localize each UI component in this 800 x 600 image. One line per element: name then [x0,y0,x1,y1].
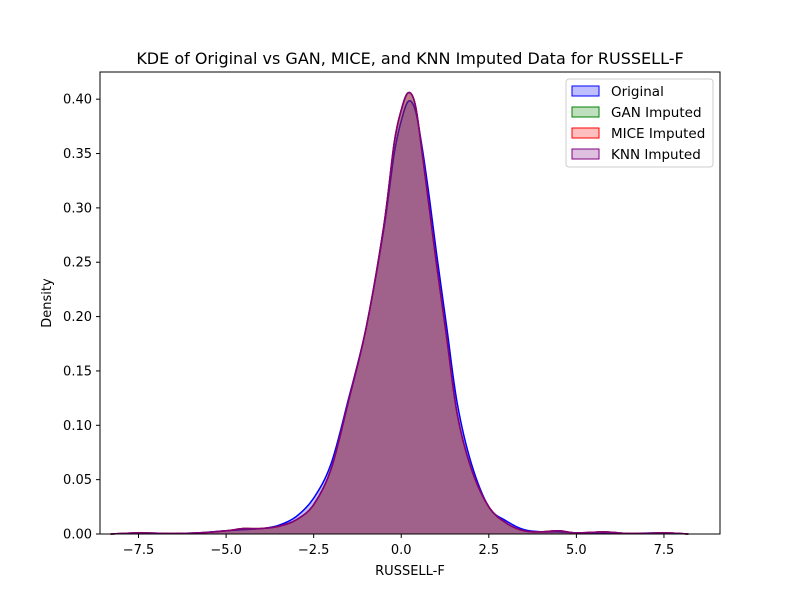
x-tick-label: 7.5 [654,543,675,558]
series-area-original [110,100,689,534]
legend-label-mice-imputed: MICE Imputed [611,126,705,142]
y-tick-label: 0.30 [63,201,92,216]
series-area-mice-imputed [110,92,689,535]
legend-label-original: Original [611,84,664,100]
y-tick-label: 0.40 [63,93,92,108]
y-axis-label: Density [40,278,55,328]
plot-frame [99,71,721,535]
x-tick-label: −2.5 [298,543,330,558]
legend-label-gan-imputed: GAN Imputed [611,105,702,121]
legend-swatch-gan-imputed [571,106,600,118]
x-tick-label: 0.0 [391,543,412,558]
y-tick-label: 0.15 [63,364,92,379]
y-tick-label: 0.10 [63,419,92,434]
legend: Original GAN Imputed MICE Imputed KNN Imput… [565,78,714,168]
series-layer [110,91,689,535]
legend-label-knn-imputed: KNN Imputed [611,147,701,163]
series-area-knn-imputed [110,92,689,535]
y-tick-label: 0.35 [63,147,92,162]
ticks-layer: −7.5 −5.0 −2.5 0.0 2.5 5.0 7.5 0.00 0.05 0.10 0.15… [63,93,674,558]
x-tick-label: 5.0 [566,543,587,558]
legend-swatch-original [571,85,600,97]
chart-title: KDE of Original vs GAN, MICE, and KNN Im… [136,49,683,68]
legend-box [565,78,714,168]
y-tick-label: 0.05 [63,473,92,488]
series-line-knn-imputed [110,91,689,535]
y-tick-label: 0.25 [63,256,92,271]
y-tick-label: 0.00 [63,528,92,543]
legend-swatch-mice-imputed [571,127,600,139]
legend-swatch-knn-imputed [571,148,600,160]
x-tick-label: −7.5 [123,543,155,558]
series-area-gan-imputed [110,92,689,535]
x-tick-label: 2.5 [478,543,499,558]
y-tick-label: 0.20 [63,310,92,325]
x-tick-label: −5.0 [210,543,242,558]
x-axis-label: RUSSELL-F [375,564,445,579]
